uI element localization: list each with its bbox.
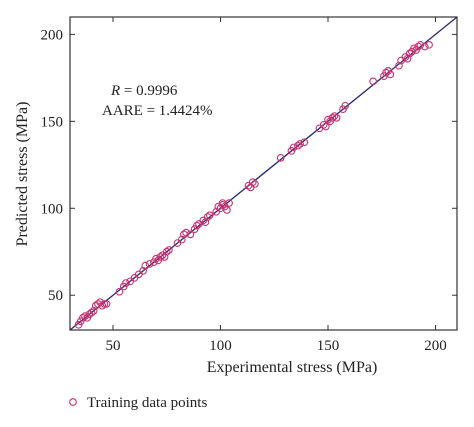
data-point <box>165 246 173 254</box>
data-point <box>156 253 165 261</box>
data-point <box>162 247 171 256</box>
x-axis-label: Experimental stress (MPa) <box>207 359 378 376</box>
data-point <box>203 213 212 221</box>
data-point <box>322 122 330 131</box>
data-point <box>296 140 304 148</box>
legend-marker <box>69 398 77 406</box>
data-point <box>177 235 186 244</box>
data-point <box>160 253 169 261</box>
data-point <box>386 70 395 79</box>
aare-annotation: AARE = 1.4424% <box>102 103 213 119</box>
x-tick-label: 200 <box>424 338 447 354</box>
data-point <box>102 300 111 308</box>
data-point <box>416 40 425 49</box>
data-point <box>382 68 390 77</box>
data-point <box>324 115 332 124</box>
legend: Training data points <box>69 395 207 411</box>
data-point <box>122 279 130 287</box>
data-point <box>332 114 341 122</box>
data-point <box>276 154 285 162</box>
data-point <box>139 267 147 275</box>
data-point <box>115 287 124 296</box>
x-tick-label: 50 <box>106 338 121 354</box>
correlation-annotation: R = 0.9996 <box>110 83 178 99</box>
r-symbol: R <box>110 83 120 99</box>
x-tick-label: 100 <box>209 338 232 354</box>
data-point <box>330 112 339 120</box>
data-point <box>294 141 302 150</box>
data-point <box>223 206 231 214</box>
data-point <box>369 77 378 86</box>
y-tick-label: 200 <box>41 27 64 43</box>
data-point <box>193 221 201 230</box>
r-value: = 0.9996 <box>120 83 178 99</box>
data-point <box>201 218 210 227</box>
data-point <box>425 40 433 49</box>
data-point <box>81 312 89 320</box>
data-point <box>248 178 257 187</box>
data-point <box>341 101 350 110</box>
data-point <box>186 230 195 239</box>
data-point <box>182 228 190 237</box>
data-point <box>205 211 214 220</box>
data-point <box>319 120 328 129</box>
data-point <box>98 301 107 310</box>
data-point <box>328 114 337 122</box>
data-point <box>251 180 259 188</box>
fit-line-layer <box>69 16 458 331</box>
data-point <box>100 300 109 308</box>
axis-ticks: 50 100 150 200 50 100 150 200 <box>41 17 457 354</box>
fit-line <box>69 16 458 331</box>
plot-frame <box>69 16 458 331</box>
data-point <box>300 138 309 147</box>
data-point <box>405 49 414 58</box>
data-point <box>141 261 150 270</box>
data-point <box>225 199 233 207</box>
y-tick-label: 100 <box>41 201 64 217</box>
data-point <box>410 44 418 53</box>
data-point <box>420 42 429 51</box>
data-points-layer <box>74 40 433 329</box>
y-axis-label: Predicted stress (MPa) <box>14 102 31 247</box>
data-point <box>152 254 160 263</box>
x-tick-label: 150 <box>317 338 340 354</box>
data-point <box>395 61 403 70</box>
data-point <box>289 143 298 152</box>
y-tick-label: 50 <box>48 288 63 304</box>
data-point <box>403 54 412 63</box>
data-point <box>79 313 87 322</box>
data-point <box>145 260 154 268</box>
legend-label: Training data points <box>87 395 207 411</box>
y-tick-label: 150 <box>41 114 64 130</box>
data-point <box>89 307 98 315</box>
data-point <box>87 308 96 317</box>
